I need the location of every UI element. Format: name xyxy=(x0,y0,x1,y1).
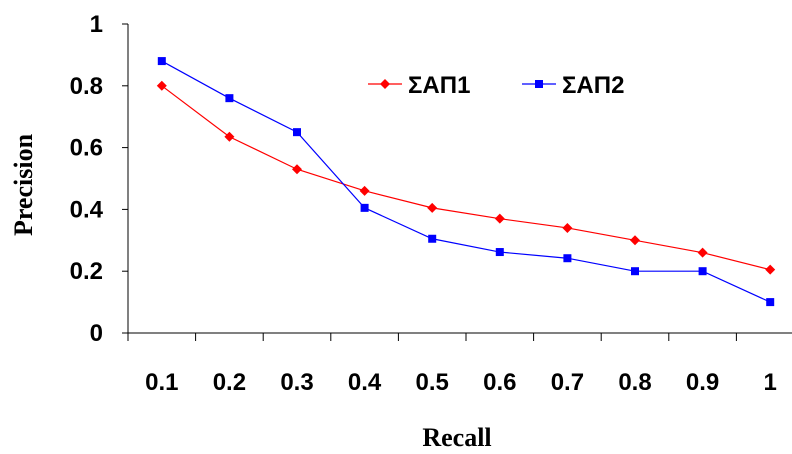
legend-item-2: ΣΑΠ2 xyxy=(522,72,624,99)
y-tick-label: 0 xyxy=(90,320,103,347)
legend-label: ΣΑΠ1 xyxy=(408,72,470,99)
data-point xyxy=(292,164,302,175)
data-point xyxy=(697,247,708,258)
x-tick-label: 0.4 xyxy=(348,369,382,396)
data-point xyxy=(359,185,370,196)
series-line xyxy=(161,60,771,303)
y-tick-label: 0.8 xyxy=(70,73,103,100)
x-tick-label: 0.5 xyxy=(416,369,449,396)
data-point xyxy=(698,267,707,276)
x-tick-label: 0.7 xyxy=(551,369,584,396)
x-tick-label: 1 xyxy=(764,369,777,396)
y-tick-label: 0.6 xyxy=(70,135,103,162)
x-axis-title: Recall xyxy=(422,423,491,452)
legend: ΣΑΠ1 ΣΑΠ2 xyxy=(368,72,624,99)
legend-label: ΣΑΠ2 xyxy=(562,72,624,99)
data-point xyxy=(765,264,776,275)
x-tick-label: 0.8 xyxy=(618,369,651,396)
y-axis-title: Precision xyxy=(9,133,38,236)
series-line xyxy=(161,85,771,271)
x-tick-label: 0.1 xyxy=(145,369,178,396)
series-2 xyxy=(157,57,775,307)
x-tick-label: 0.6 xyxy=(483,369,516,396)
legend-marker xyxy=(535,80,543,88)
data-point xyxy=(224,131,235,142)
data-point xyxy=(631,267,639,276)
legend-marker xyxy=(380,79,390,89)
data-point xyxy=(157,57,166,66)
x-tick-label: 0.9 xyxy=(686,369,719,396)
data-point xyxy=(225,94,234,103)
data-point xyxy=(563,254,572,263)
series-1 xyxy=(156,80,776,275)
data-point xyxy=(293,128,301,137)
y-tick-label: 0.2 xyxy=(70,258,103,285)
data-point xyxy=(562,222,573,233)
y-tick-label: 0.4 xyxy=(70,196,104,223)
data-point xyxy=(428,234,437,243)
x-tick-labels: 0.1 0.2 0.3 0.4 0.5 0.6 0.7 0.8 0.9 1 xyxy=(145,369,777,396)
data-point xyxy=(156,80,167,91)
data-point xyxy=(630,235,640,246)
data-point xyxy=(427,202,438,213)
data-point xyxy=(494,213,505,224)
series-layer xyxy=(156,57,776,307)
data-point xyxy=(766,298,775,307)
y-tick-labels: 0 0.2 0.4 0.6 0.8 1 xyxy=(70,11,104,347)
data-point xyxy=(360,203,369,212)
x-tick-label: 0.3 xyxy=(280,369,313,396)
data-point xyxy=(495,248,504,257)
axes xyxy=(122,23,792,341)
legend-item-1: ΣΑΠ1 xyxy=(368,72,470,99)
y-tick-label: 1 xyxy=(90,11,103,38)
x-tick-label: 0.2 xyxy=(213,369,246,396)
